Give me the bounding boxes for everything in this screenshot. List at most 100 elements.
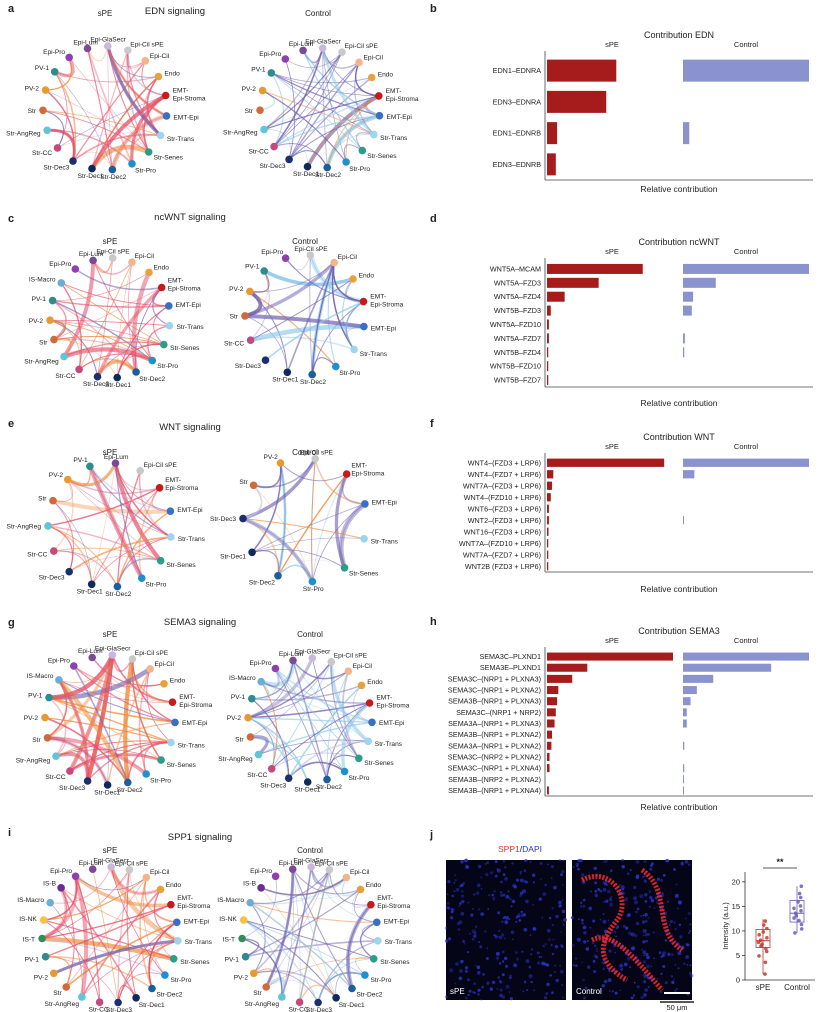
interaction-edge	[265, 300, 364, 361]
interaction-edge	[249, 262, 335, 293]
cell-type-label: Endo	[170, 677, 186, 684]
cell-node	[125, 866, 134, 874]
cell-node	[246, 733, 255, 741]
interaction-edge	[321, 47, 375, 136]
interaction-edge	[242, 517, 279, 576]
cell-node	[357, 681, 366, 690]
cell-type-label: Epi-Pro	[259, 51, 281, 58]
data-point	[799, 922, 804, 927]
bar-control	[683, 122, 690, 145]
series-label: sPE	[605, 247, 619, 256]
category-label: SEMA3B–(NRP1 + PLXNA3)	[448, 697, 541, 706]
interaction-edge	[359, 921, 378, 960]
interaction-edge	[311, 262, 335, 375]
interaction-edge	[260, 681, 370, 704]
interaction-edge	[292, 868, 361, 895]
interaction-edge	[81, 940, 178, 998]
interaction-edge	[131, 658, 162, 761]
cell-type-label: Epi-Pro	[48, 658, 70, 665]
interaction-edge	[48, 697, 67, 757]
cell-type-label: Epi-Pro	[250, 660, 272, 667]
bar-control	[683, 775, 684, 784]
cell-node	[75, 365, 83, 374]
bar-control	[683, 516, 685, 525]
panel-letter: h	[430, 616, 437, 628]
cell-type-label: Epi-Lum	[104, 454, 129, 461]
interaction-edge	[73, 665, 176, 723]
cell-type-label: EMT-Epi	[372, 500, 398, 507]
cell-node	[367, 900, 375, 909]
bar-chart-d: d Contribution ncWNT sPE Control WNT5A–MCAM W…	[430, 213, 813, 408]
interaction-edge	[314, 458, 365, 505]
group-label-spe: sPE	[103, 846, 118, 855]
interaction-edge	[147, 324, 170, 361]
interaction-edge	[113, 462, 163, 562]
cell-node	[254, 750, 263, 759]
cell-node	[174, 937, 182, 945]
cell-type-label: Epi-Cil	[155, 661, 175, 668]
interaction-edge	[354, 62, 375, 135]
cell-type-label: Str-Dec2	[300, 379, 326, 386]
category-label: EDN1–EDNRA	[493, 66, 542, 75]
cell-type-label: Epi-Cil	[135, 253, 155, 260]
interaction-edge	[271, 702, 370, 770]
interaction-edge	[131, 658, 162, 761]
category-label: WNT5B–FZD4	[494, 348, 541, 357]
interaction-edge	[47, 735, 148, 776]
cell-type-label: Str-Dec2	[117, 787, 143, 794]
interaction-edge	[361, 921, 378, 942]
category-label: SEMA3B–(NRP1 + PLXNA4)	[448, 786, 541, 795]
category-label: WNT7A–(FZD3 + LRP6)	[463, 481, 541, 490]
interaction-edge	[44, 717, 172, 743]
cell-type-label: Str-Pro	[150, 777, 171, 784]
interaction-edge	[270, 72, 380, 117]
cell-type-label: Str-Senes	[167, 762, 197, 769]
bar-spe	[547, 697, 558, 706]
cell-type-label: Endo	[366, 882, 382, 889]
cell-type-label: Str-Pro	[339, 370, 360, 377]
data-point	[763, 919, 768, 923]
interaction-edge	[141, 76, 159, 153]
category-label: WNT5A–FZD7	[494, 334, 541, 343]
category-label: EDN3–EDNRB	[493, 160, 542, 169]
cell-type-label: EMT-	[173, 88, 189, 95]
cell-node	[295, 998, 304, 1006]
interaction-edge	[60, 887, 178, 942]
cell-type-label: Str-AngReg	[245, 1001, 280, 1008]
cell-node	[267, 69, 276, 77]
edge-group	[49, 257, 170, 378]
interaction-edge	[302, 50, 363, 151]
cell-node	[271, 664, 280, 673]
interaction-edge	[107, 654, 113, 786]
interaction-edge	[52, 272, 150, 301]
bar-spe	[547, 263, 643, 274]
interaction-edge	[247, 716, 309, 783]
interaction-edge	[250, 278, 354, 341]
interaction-edge	[74, 268, 162, 291]
category-label: WNT5B–FZD3	[494, 306, 541, 315]
cell-type-label: Epi-Cil	[364, 55, 384, 62]
cell-type-label: Epi-Cil sPE	[315, 861, 349, 868]
bar-control	[683, 263, 809, 274]
cell-node	[308, 370, 317, 379]
interaction-edge	[253, 458, 316, 488]
cell-type-label: Epi-Stroma	[386, 96, 419, 103]
cell-node	[283, 368, 292, 377]
y-tick-label: 15	[732, 902, 740, 911]
bar-spe	[547, 458, 665, 467]
interaction-edge	[42, 109, 149, 153]
interaction-edge	[310, 866, 377, 923]
cell-type-label: Epi-GlaSecr	[95, 646, 131, 653]
cell-node	[128, 160, 136, 168]
interaction-edge	[47, 736, 66, 757]
cell-node	[281, 254, 290, 262]
panel-title: SEMA3 signaling	[164, 617, 236, 628]
cell-type-label: Epi-Cil sPE	[96, 249, 130, 256]
cell-node	[168, 698, 177, 706]
interaction-edge	[345, 903, 373, 990]
cell-type-label: Str-Dec3	[306, 1007, 332, 1012]
interaction-edge	[153, 889, 177, 923]
cell-node	[271, 872, 280, 881]
